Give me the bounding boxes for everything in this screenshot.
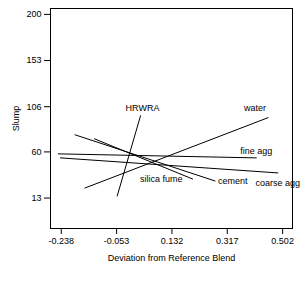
svg-text:0.132: 0.132: [161, 236, 184, 246]
svg-text:13: 13: [31, 193, 41, 203]
svg-text:coarse agg: coarse agg: [256, 178, 300, 188]
svg-text:Slump: Slump: [11, 106, 21, 132]
svg-text:-0.238: -0.238: [49, 236, 75, 246]
svg-text:200: 200: [26, 9, 41, 19]
svg-text:fine agg: fine agg: [240, 146, 272, 156]
svg-text:water: water: [243, 103, 266, 113]
svg-text:0.317: 0.317: [216, 236, 239, 246]
svg-text:HRWRA: HRWRA: [126, 103, 160, 113]
svg-text:cement: cement: [218, 176, 248, 186]
svg-text:153: 153: [26, 55, 41, 65]
svg-text:60: 60: [31, 147, 41, 157]
svg-text:silica fume: silica fume: [140, 174, 183, 184]
svg-text:106: 106: [26, 102, 41, 112]
svg-text:0.502: 0.502: [271, 236, 294, 246]
svg-text:Deviation from Reference Blend: Deviation from Reference Blend: [108, 253, 236, 263]
svg-text:-0.053: -0.053: [104, 236, 130, 246]
